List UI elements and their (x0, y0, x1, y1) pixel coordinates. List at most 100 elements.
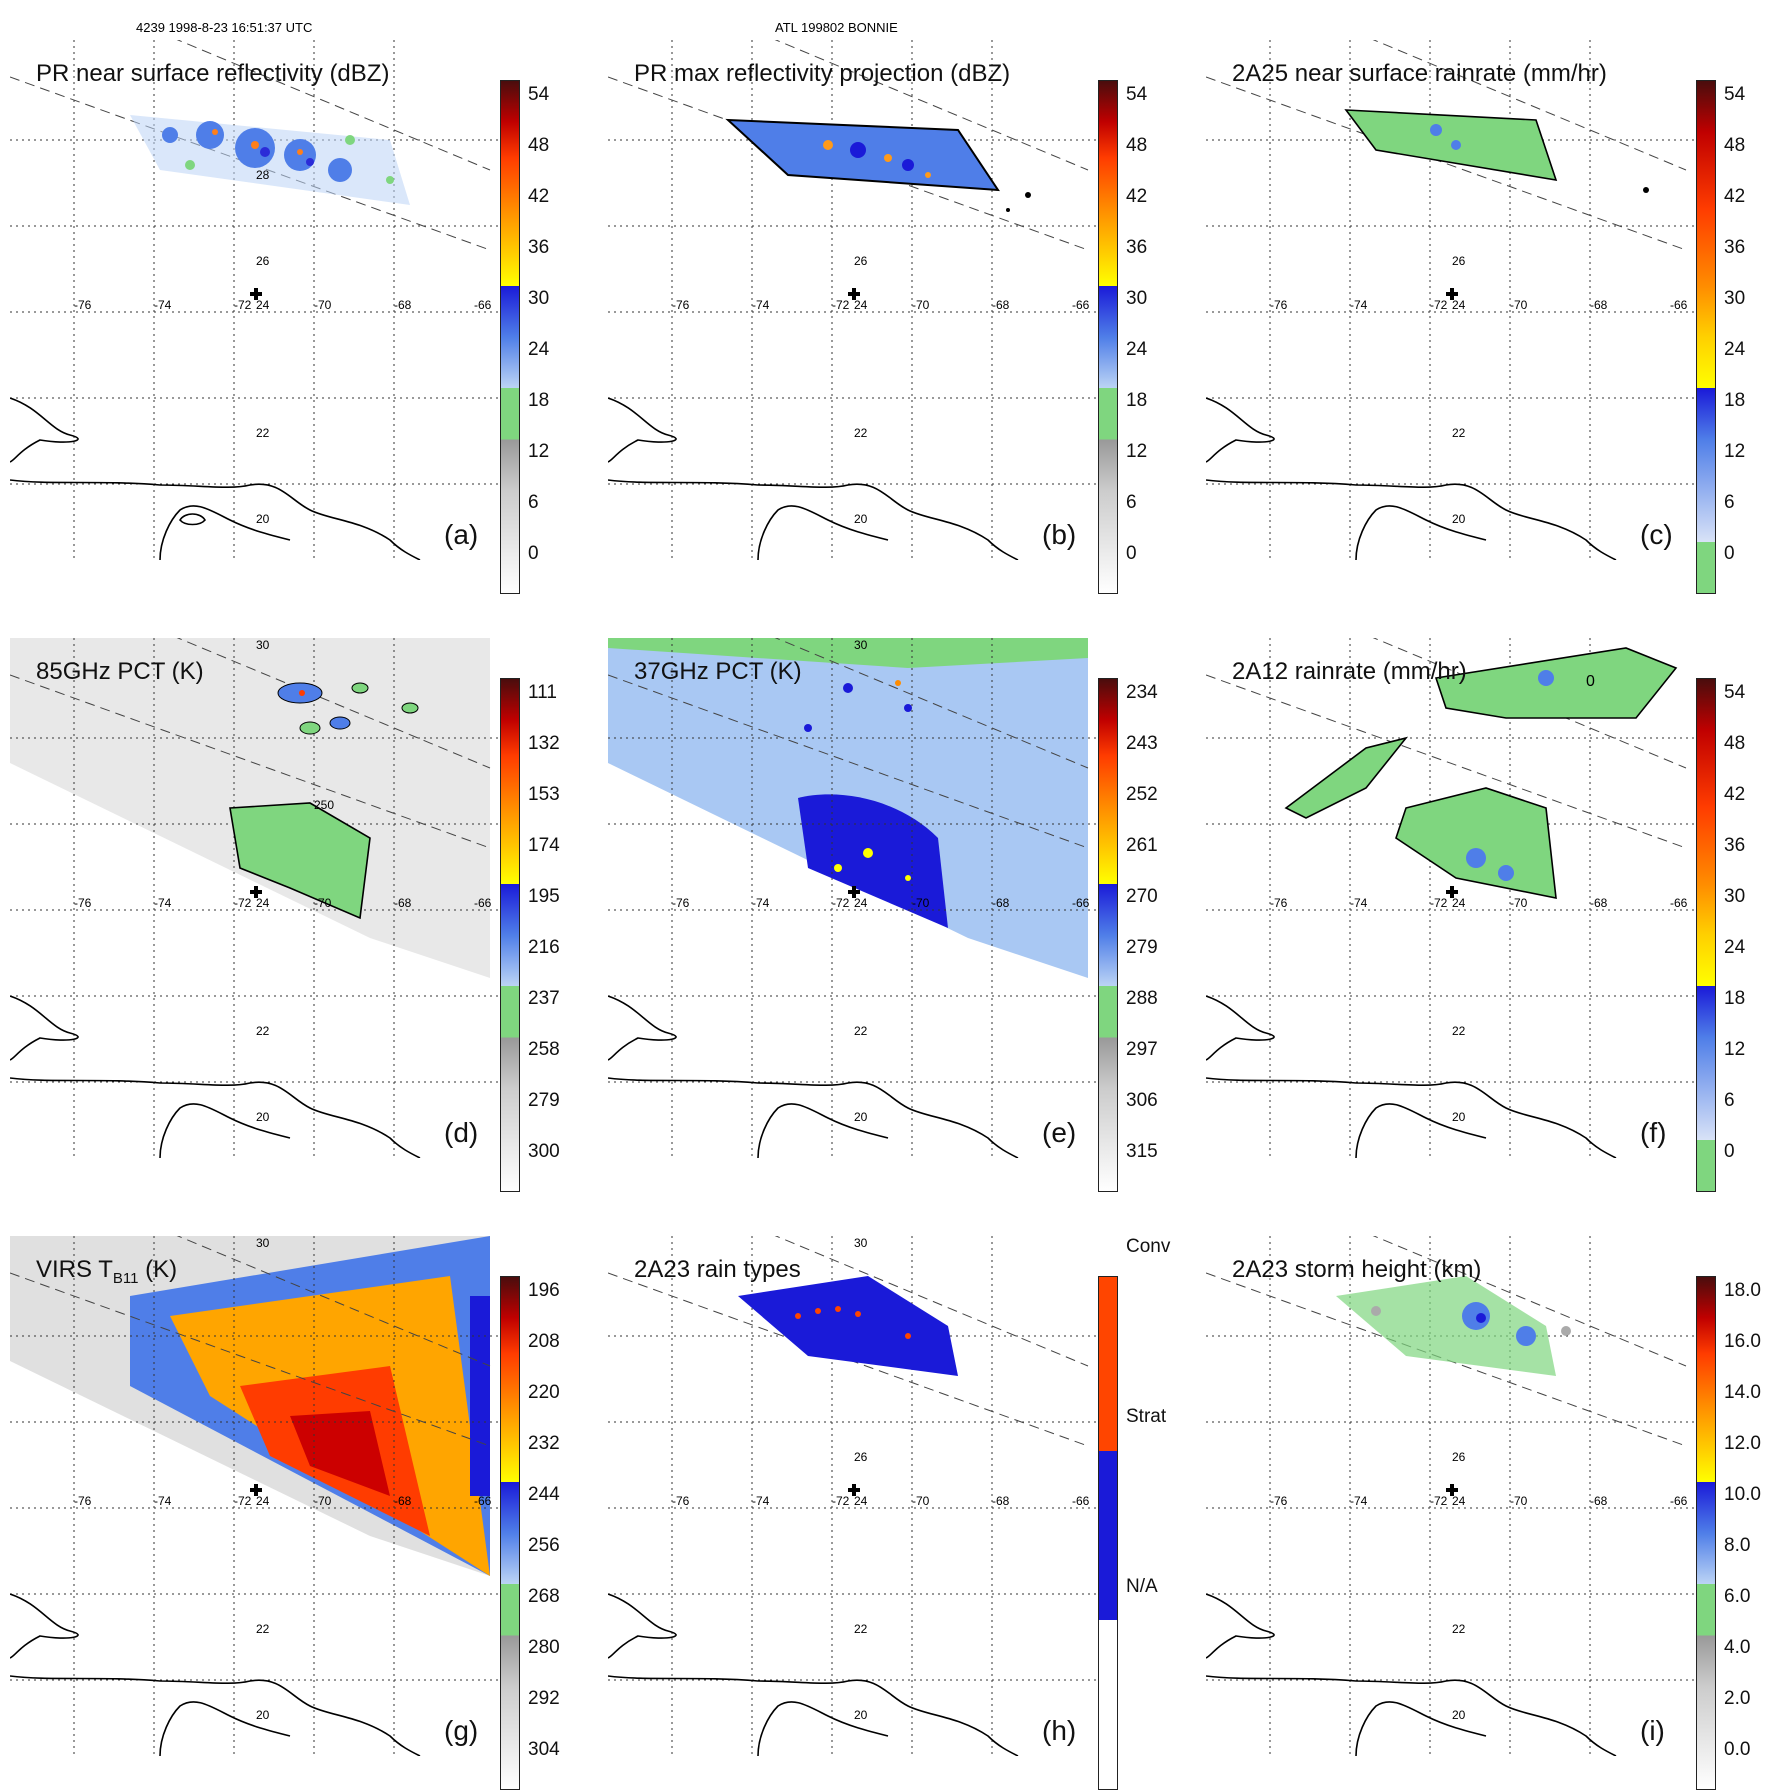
lat-label: 22 (1452, 426, 1466, 440)
lon-label: -74 (1350, 298, 1368, 312)
lon-label: -72 (832, 896, 850, 910)
lat-label: 20 (854, 512, 868, 526)
lat-label: 22 (854, 426, 868, 440)
colorbar-tick: 279 (1126, 937, 1158, 958)
colorbar-tick: 48 (528, 135, 550, 156)
lon-label: -76 (74, 298, 92, 312)
lat-label: 22 (1452, 1622, 1466, 1636)
colorbar (1098, 80, 1118, 594)
colorbar (500, 80, 520, 594)
lat-label: 20 (1452, 1110, 1466, 1124)
lon-label: -76 (672, 298, 690, 312)
colorbar-tick: 237 (528, 988, 560, 1009)
colorbar-tick: 54 (528, 84, 550, 105)
colorbar-tick: 48 (1724, 135, 1746, 156)
panel-label: (i) (1640, 1715, 1665, 1746)
lon-label: -72 (832, 298, 850, 312)
lat-label: 30 (256, 1236, 270, 1250)
lon-label: -68 (992, 298, 1010, 312)
colorbar-tick: 0 (1126, 543, 1137, 564)
lon-label: -66 (1072, 298, 1090, 312)
lat-label: 20 (256, 512, 270, 526)
lon-label: -66 (474, 1494, 492, 1508)
colorbar-tick: 54 (1724, 682, 1746, 703)
panel-title: 37GHz PCT (K) (634, 658, 802, 685)
colorbar-tick: 0 (1724, 1141, 1735, 1162)
colorbar-tick: 36 (528, 237, 550, 258)
lon-label: -72 (234, 1494, 252, 1508)
panel-label: (a) (444, 519, 479, 550)
colorbar (1696, 678, 1716, 1192)
orbit-time-header: 4239 1998-8-23 16:51:37 UTC (136, 20, 313, 35)
map-e (608, 638, 1098, 1158)
lat-label: 26 (854, 1450, 868, 1464)
colorbar-tick: 304 (528, 1739, 560, 1760)
colorbar-tick: 12 (528, 441, 550, 462)
panel-i: 2A23 storm height (km) (i) 26 24 22 20 -… (1206, 1236, 1771, 1790)
lon-label: -68 (992, 1494, 1010, 1508)
panel-label: (h) (1042, 1715, 1077, 1746)
lat-label: 24 (256, 896, 270, 910)
lat-label: 30 (256, 638, 270, 652)
colorbar-tick: 16.0 (1724, 1331, 1761, 1352)
colorbar-tick: 0 (1724, 543, 1735, 564)
map-a (10, 40, 500, 560)
panel-title: 2A25 near surface rainrate (mm/hr) (1232, 60, 1607, 87)
lat-label: 24 (1452, 298, 1466, 312)
map-d (10, 638, 500, 1158)
colorbar-tick: 132 (528, 733, 560, 754)
colorbar-tick: 2.0 (1724, 1688, 1751, 1709)
lon-label: -68 (394, 298, 412, 312)
panel-label: (f) (1640, 1117, 1667, 1148)
lon-label: -76 (1270, 298, 1288, 312)
colorbar-tick: 24 (528, 339, 550, 360)
map-c (1206, 40, 1696, 560)
colorbar-tick: 244 (528, 1484, 560, 1505)
colorbar-tick: 6.0 (1724, 1586, 1751, 1607)
lat-label: 22 (256, 1622, 270, 1636)
colorbar-tick: 297 (1126, 1039, 1158, 1060)
lat-label: 22 (1452, 1024, 1466, 1038)
panel-label: (c) (1640, 519, 1673, 550)
colorbar-tick: 42 (1126, 186, 1148, 207)
panel-label: (e) (1042, 1117, 1077, 1148)
colorbar-tick: 18 (1126, 390, 1148, 411)
colorbar-tick: 6 (1724, 492, 1735, 513)
lon-label: -72 (1430, 298, 1448, 312)
lon-label: -68 (1590, 298, 1608, 312)
lon-label: -76 (74, 1494, 92, 1508)
lon-label: -68 (1590, 1494, 1608, 1508)
panel-title: PR near surface reflectivity (dBZ) (36, 60, 390, 87)
colorbar-tick: N/A (1126, 1576, 1158, 1597)
colorbar-tick: 234 (1126, 682, 1158, 703)
contour-label: 250 (314, 798, 335, 812)
lon-label: -68 (1590, 896, 1608, 910)
panel-c: 2A25 near surface rainrate (mm/hr) (c) 2… (1206, 40, 1771, 594)
panel-title: VIRS TB11 (K) (36, 1256, 178, 1287)
colorbar-tick: 14.0 (1724, 1382, 1761, 1403)
colorbar-tick: 36 (1724, 835, 1746, 856)
colorbar-tick: 42 (1724, 784, 1746, 805)
panel-a: PR near surface reflectivity (dBZ) (a) 2… (10, 40, 590, 594)
lon-label: -70 (1510, 896, 1528, 910)
panel-label: (g) (444, 1715, 479, 1746)
lon-label: -68 (992, 896, 1010, 910)
colorbar-tick: 0 (528, 543, 539, 564)
lat-label: 24 (854, 298, 868, 312)
lon-label: -74 (752, 1494, 770, 1508)
colorbar (1696, 1276, 1716, 1790)
lon-label: -66 (1072, 896, 1090, 910)
colorbar-tick: 30 (1724, 886, 1746, 907)
colorbar-tick: 30 (1724, 288, 1746, 309)
lat-label: 24 (1452, 896, 1466, 910)
colorbar-tick: 258 (528, 1039, 560, 1060)
map-h (608, 1236, 1098, 1756)
colorbar-tick: 220 (528, 1382, 560, 1403)
colorbar-tick: 6 (528, 492, 539, 513)
lon-label: -72 (832, 1494, 850, 1508)
lat-label: 24 (1452, 1494, 1466, 1508)
lat-label: 22 (854, 1024, 868, 1038)
colorbar-tick: 36 (1126, 237, 1148, 258)
colorbar-tick: 261 (1126, 835, 1158, 856)
panel-title: 85GHz PCT (K) (36, 658, 204, 685)
